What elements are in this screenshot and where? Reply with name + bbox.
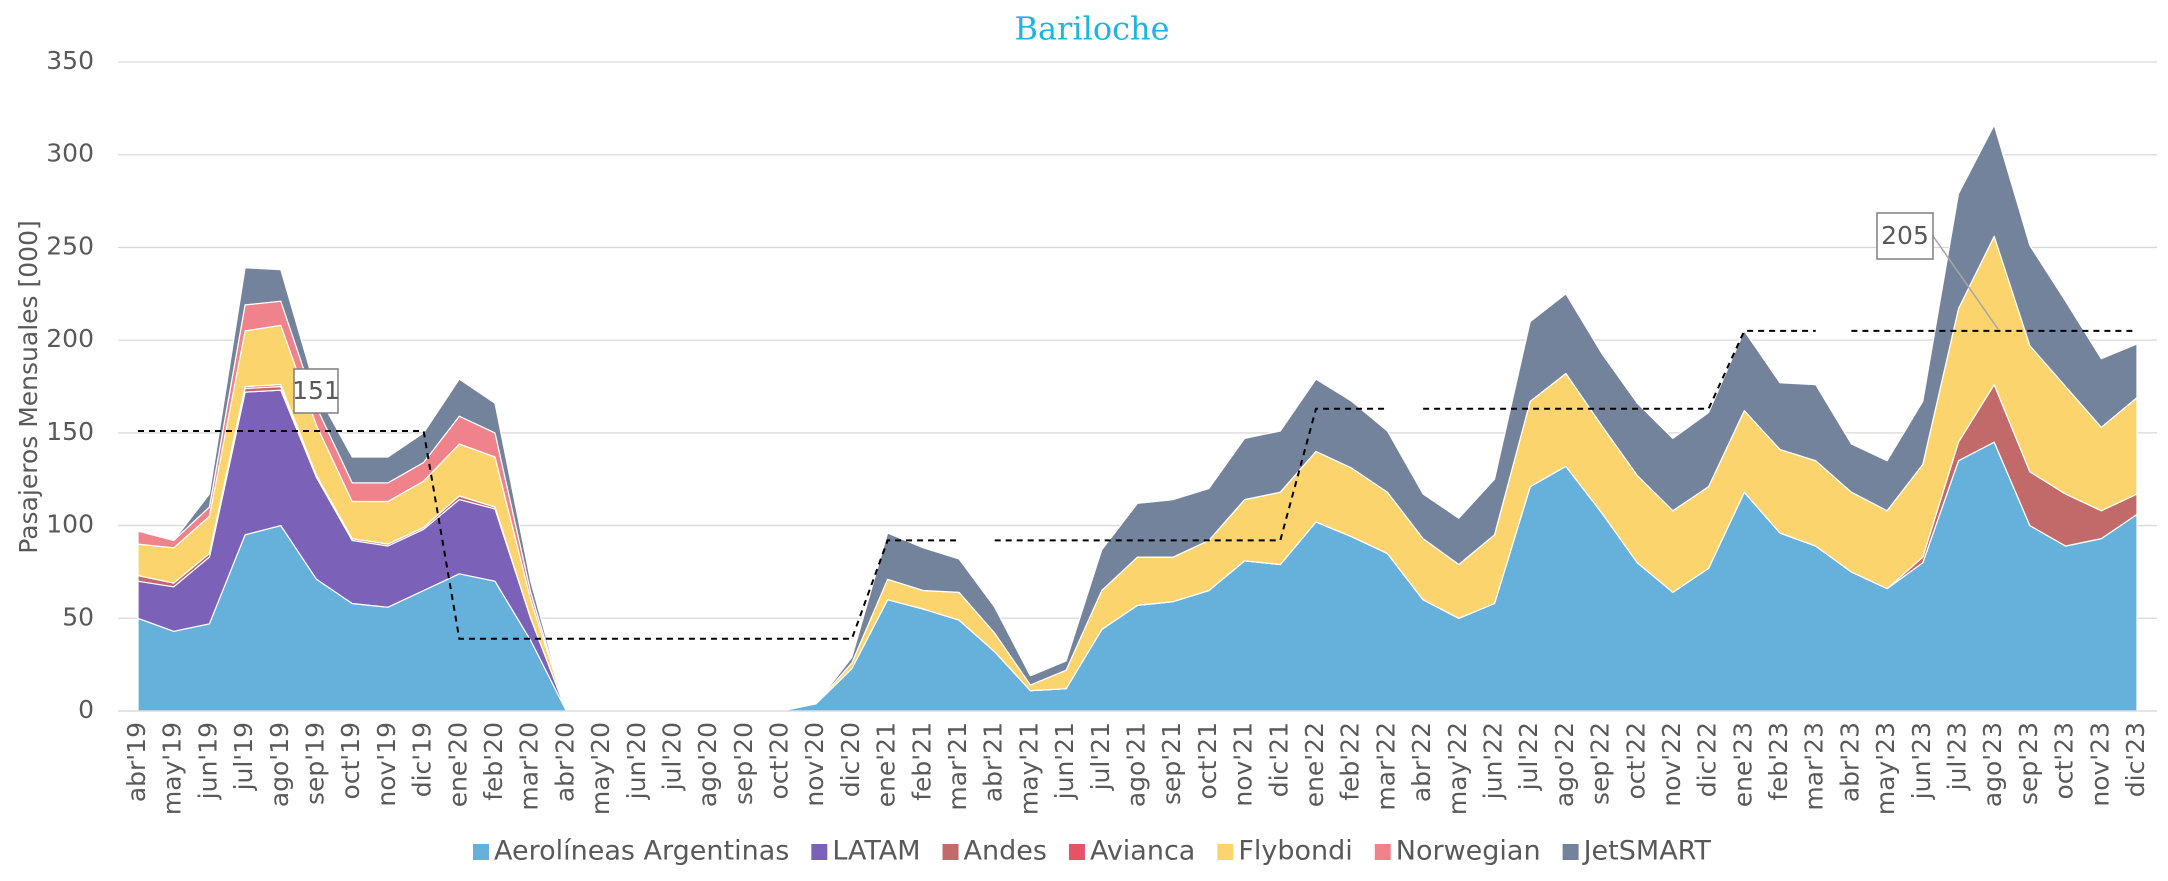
legend-swatch bbox=[942, 844, 959, 860]
x-tick-label: dic'22 bbox=[1693, 722, 1722, 797]
chart-title: Bariloche bbox=[1014, 10, 1169, 48]
x-tick-label: oct'19 bbox=[336, 722, 365, 800]
legend-swatch bbox=[1068, 844, 1085, 860]
x-tick-label: feb'20 bbox=[479, 722, 508, 801]
x-tick-label: ene'20 bbox=[443, 722, 472, 807]
legend-swatch bbox=[1374, 844, 1391, 860]
x-tick-label: ene'21 bbox=[872, 722, 901, 807]
x-tick-label: abr'19 bbox=[122, 722, 151, 802]
x-tick-label: nov'20 bbox=[800, 722, 829, 807]
x-tick-label: sep'21 bbox=[1157, 722, 1186, 805]
y-tick-label: 250 bbox=[46, 231, 94, 260]
x-tick-label: may'20 bbox=[586, 722, 615, 815]
x-tick-label: nov'19 bbox=[372, 722, 401, 807]
x-tick-label: dic'21 bbox=[1264, 722, 1293, 797]
y-tick-label: 300 bbox=[46, 139, 94, 168]
callout-label: 205 bbox=[1881, 221, 1929, 250]
y-axis-label: Pasajeros Mensuales [000] bbox=[14, 220, 43, 553]
x-tick-label: oct'20 bbox=[765, 722, 794, 800]
x-tick-label: feb'21 bbox=[907, 722, 936, 801]
x-tick-label: jun'19 bbox=[193, 722, 222, 800]
callout-box bbox=[1876, 212, 1934, 260]
callout-label: 151 bbox=[292, 376, 340, 405]
callout-leader bbox=[1932, 235, 1999, 330]
x-tick-label: mar'22 bbox=[1371, 722, 1400, 811]
legend-swatch bbox=[1562, 844, 1579, 860]
x-tick-label: jul'23 bbox=[1943, 722, 1972, 791]
x-tick-label: abr'23 bbox=[1835, 722, 1864, 802]
x-tick-label: dic'23 bbox=[2121, 722, 2150, 797]
legend-label: Avianca bbox=[1090, 836, 1195, 867]
area bbox=[137, 124, 2138, 712]
callout-box bbox=[293, 368, 339, 414]
y-tick-label: 150 bbox=[46, 417, 94, 446]
x-tick-label: nov'22 bbox=[1657, 722, 1686, 807]
legend-swatch bbox=[811, 844, 828, 860]
x-tick-label: ago'23 bbox=[1978, 722, 2007, 807]
x-tick-label: sep'20 bbox=[729, 722, 758, 805]
x-tick-label: nov'23 bbox=[2085, 722, 2114, 807]
legend-swatch bbox=[1217, 844, 1234, 860]
x-tick-label: may'21 bbox=[1014, 722, 1043, 815]
x-tick-label: sep'19 bbox=[300, 722, 329, 805]
x-tick-label: nov'21 bbox=[1229, 722, 1258, 807]
x-tick-label: ene'23 bbox=[1728, 722, 1757, 807]
x-tick-label: sep'23 bbox=[2014, 722, 2043, 805]
legend-swatch bbox=[473, 844, 489, 860]
x-tick-label: mar'21 bbox=[943, 722, 972, 811]
reference-line bbox=[138, 430, 959, 640]
x-tick-label: jun'21 bbox=[1050, 722, 1079, 800]
y-tick-label: 350 bbox=[46, 46, 94, 75]
x-tick-label: jul'20 bbox=[657, 722, 686, 791]
x-tick-label: may'19 bbox=[158, 722, 187, 815]
x-tick-label: may'23 bbox=[1871, 722, 1900, 815]
x-tick-label: ene'22 bbox=[1300, 722, 1329, 807]
x-tick-label: sep'22 bbox=[1586, 722, 1615, 805]
legend-label: LATAM bbox=[832, 836, 920, 867]
x-tick-label: oct'22 bbox=[1621, 722, 1650, 800]
x-tick-label: ago'22 bbox=[1550, 722, 1579, 807]
x-tick-label: mar'20 bbox=[515, 722, 544, 811]
legend-label: Flybondi bbox=[1238, 836, 1352, 867]
x-tick-label: dic'20 bbox=[836, 722, 865, 797]
legend: Aerolíneas Argentinas LATAM Andes Avianca Fl… bbox=[473, 836, 1711, 867]
x-tick-label: jun'22 bbox=[1478, 722, 1507, 800]
x-tick-label: mar'23 bbox=[1800, 722, 1829, 811]
legend-label: JetSMART bbox=[1582, 836, 1712, 867]
x-tick-label: feb'22 bbox=[1336, 722, 1365, 801]
x-tick-label: oct'21 bbox=[1193, 722, 1222, 800]
x-tick-label: may'22 bbox=[1443, 722, 1472, 815]
legend-label: Aerolíneas Argentinas bbox=[494, 836, 789, 867]
x-tick-label: abr'20 bbox=[550, 722, 579, 802]
y-tick-label: 100 bbox=[46, 510, 94, 539]
legend-label: Andes bbox=[964, 836, 1047, 867]
legend-label: Norwegian bbox=[1396, 836, 1541, 867]
x-tick-label: jun'20 bbox=[622, 722, 651, 800]
x-tick-label: dic'19 bbox=[408, 722, 437, 797]
x-tick-label: oct'23 bbox=[2050, 722, 2079, 800]
x-tick-label: jul'22 bbox=[1514, 722, 1543, 791]
x-tick-label: jul'19 bbox=[229, 722, 258, 791]
x-tick-label: jul'21 bbox=[1086, 722, 1115, 791]
x-tick-label: ago'19 bbox=[265, 722, 294, 807]
x-tick-label: ago'20 bbox=[693, 722, 722, 807]
x-tick-label: feb'23 bbox=[1764, 722, 1793, 801]
y-tick-label: 50 bbox=[62, 602, 94, 631]
x-tick-label: abr'22 bbox=[1407, 722, 1436, 802]
y-tick-label: 200 bbox=[46, 324, 94, 353]
x-tick-label: abr'21 bbox=[979, 722, 1008, 802]
x-tick-label: jun'23 bbox=[1907, 722, 1936, 800]
x-tick-label: ago'21 bbox=[1122, 722, 1151, 807]
reference-line bbox=[1423, 329, 1816, 410]
y-tick-label: 0 bbox=[78, 695, 94, 724]
